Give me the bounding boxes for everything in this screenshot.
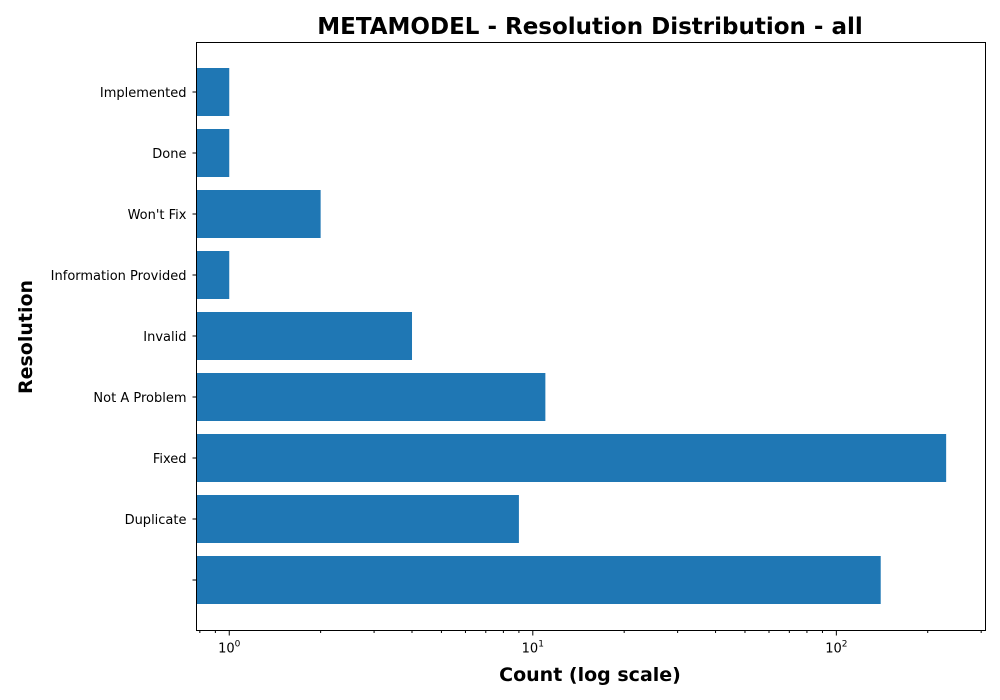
y-tick-label: Information Provided [51, 269, 187, 284]
y-axis-label: Resolution [15, 280, 37, 394]
bars-group [196, 68, 947, 604]
bar [196, 373, 546, 421]
bar [196, 251, 230, 299]
bar [196, 190, 321, 238]
y-tick-label: Done [152, 147, 186, 162]
bar [196, 68, 230, 116]
bar [196, 129, 230, 177]
plot-area-frame [196, 42, 986, 631]
bar [196, 312, 413, 360]
y-tick-label: Implemented [100, 86, 187, 101]
x-axis-ticks: 100 101 102 [199, 630, 982, 657]
y-tick-label: Not A Problem [93, 391, 186, 406]
y-tick-label: Fixed [153, 452, 187, 467]
bar [196, 495, 519, 543]
bar [196, 434, 947, 482]
x-tick-label: 102 [825, 640, 847, 657]
y-tick-label: Won't Fix [128, 208, 187, 223]
y-axis-ticks: Duplicate Fixed Not A Problem Invalid Inform… [51, 86, 197, 581]
chart-title: METAMODEL - Resolution Distribution - al… [317, 14, 863, 40]
x-tick-label: 100 [218, 640, 241, 657]
y-tick-label: Invalid [143, 330, 186, 345]
bar [196, 556, 881, 604]
y-tick-label: Duplicate [125, 513, 187, 528]
x-axis-label: Count (log scale) [499, 664, 681, 686]
x-tick-label: 101 [522, 640, 544, 657]
